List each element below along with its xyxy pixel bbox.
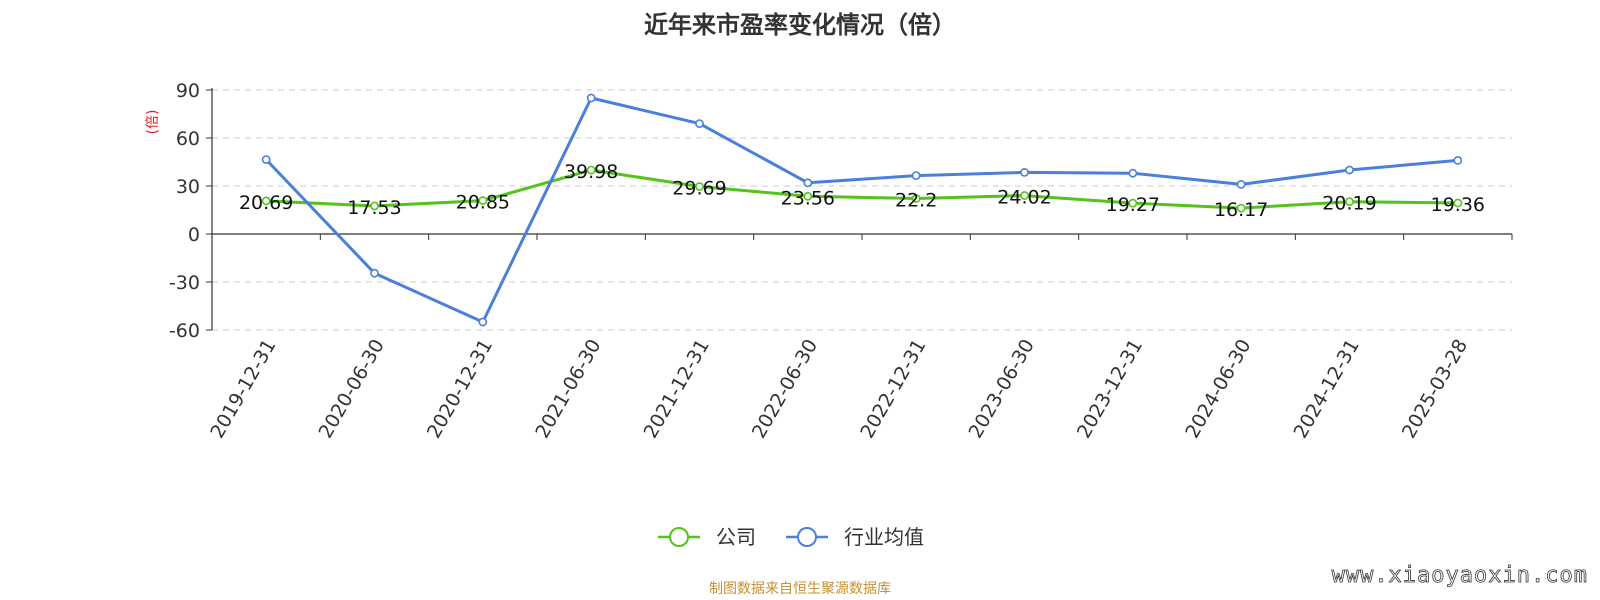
x-tick-label: 2020-06-30 [315, 336, 389, 443]
data-point[interactable] [1236, 179, 1246, 189]
x-tick-label: 2021-12-31 [640, 336, 714, 443]
x-tick-label: 2019-12-31 [206, 336, 280, 443]
data-point[interactable] [1345, 197, 1354, 207]
data-point[interactable] [911, 171, 921, 180]
data-point[interactable] [1128, 168, 1138, 178]
legend-marker-company [669, 527, 689, 547]
data-point[interactable] [261, 196, 271, 206]
data-point[interactable] [370, 201, 379, 211]
data-point[interactable] [803, 178, 813, 188]
legend-label-company: 公司 [716, 525, 756, 549]
legend-item-company[interactable]: 公司 [658, 525, 756, 549]
y-axis-label: (倍) [145, 110, 161, 135]
data-label: 23.56 [781, 187, 835, 209]
chart-title: 近年来市盈率变化情况（倍） [644, 11, 956, 39]
y-tick-label: 90 [176, 80, 200, 102]
data-label: 20.19 [1322, 193, 1376, 215]
x-tick-label: 2024-12-31 [1290, 336, 1364, 443]
data-point[interactable] [1453, 155, 1463, 165]
data-point[interactable] [803, 191, 813, 201]
y-tick-label: 0 [188, 224, 200, 246]
x-tick-label: 2025-03-28 [1398, 336, 1472, 443]
y-tick-label: -30 [169, 272, 200, 294]
legend-label-industry-avg: 行业均值 [844, 525, 924, 549]
y-tick-label: 30 [176, 176, 200, 198]
y-tick-label: 60 [176, 128, 200, 150]
x-tick-label: 2022-12-31 [856, 336, 930, 443]
data-label: 19.36 [1431, 194, 1485, 216]
data-point[interactable] [695, 182, 704, 191]
series-line-1 [265, 96, 1458, 324]
data-label: 20.69 [239, 192, 293, 214]
data-point[interactable] [478, 196, 488, 206]
watermark: www.xiaoyaoxin.com [1332, 563, 1588, 588]
data-point[interactable] [1128, 198, 1138, 208]
data-label: 24.02 [997, 187, 1051, 209]
series-lines [261, 93, 1463, 327]
data-point[interactable] [261, 155, 271, 164]
series-line-0 [266, 168, 1458, 210]
axes: 90 60 30 0 -30 -60 2019-12-31 2020-06-30 2020-12… [169, 80, 1513, 443]
gridlines [212, 89, 1512, 331]
data-point[interactable] [1453, 198, 1463, 208]
x-tick-label: 2024-06-30 [1181, 336, 1255, 443]
x-tick-label: 2023-12-31 [1073, 336, 1147, 443]
data-labels: 20.69 17.53 20.85 39.98 29.69 23.56 22.2 24.02 1… [239, 161, 1485, 221]
data-label: 16.17 [1214, 199, 1268, 221]
data-label: 19.27 [1106, 194, 1160, 216]
x-tick-label: 2021-06-30 [531, 336, 605, 443]
data-label: 17.53 [347, 197, 401, 219]
data-point[interactable] [1020, 167, 1029, 177]
data-label: 22.2 [895, 189, 937, 211]
y-tick-label: -60 [169, 320, 200, 342]
data-source-note: 制图数据来自恒生聚源数据库 [709, 581, 891, 597]
x-tick-label: 2023-06-30 [965, 336, 1039, 443]
data-point[interactable] [1020, 191, 1029, 200]
data-point[interactable] [586, 93, 596, 103]
legend-item-industry-avg[interactable]: 行业均值 [786, 525, 924, 549]
legend[interactable]: 公司 行业均值 [658, 525, 924, 549]
data-point[interactable] [586, 165, 596, 175]
data-label: 20.85 [456, 192, 510, 214]
x-tick-label: 2020-12-31 [423, 336, 497, 443]
data-point[interactable] [1236, 203, 1246, 213]
data-point[interactable] [1345, 165, 1354, 175]
x-tick-label: 2022-06-30 [748, 336, 822, 443]
data-label: 29.69 [672, 177, 726, 199]
data-point[interactable] [911, 194, 921, 203]
legend-marker-industry-avg [797, 527, 817, 547]
data-point[interactable] [370, 268, 379, 278]
data-point[interactable] [478, 317, 488, 327]
data-point[interactable] [695, 119, 704, 128]
data-label: 39.98 [564, 161, 618, 183]
